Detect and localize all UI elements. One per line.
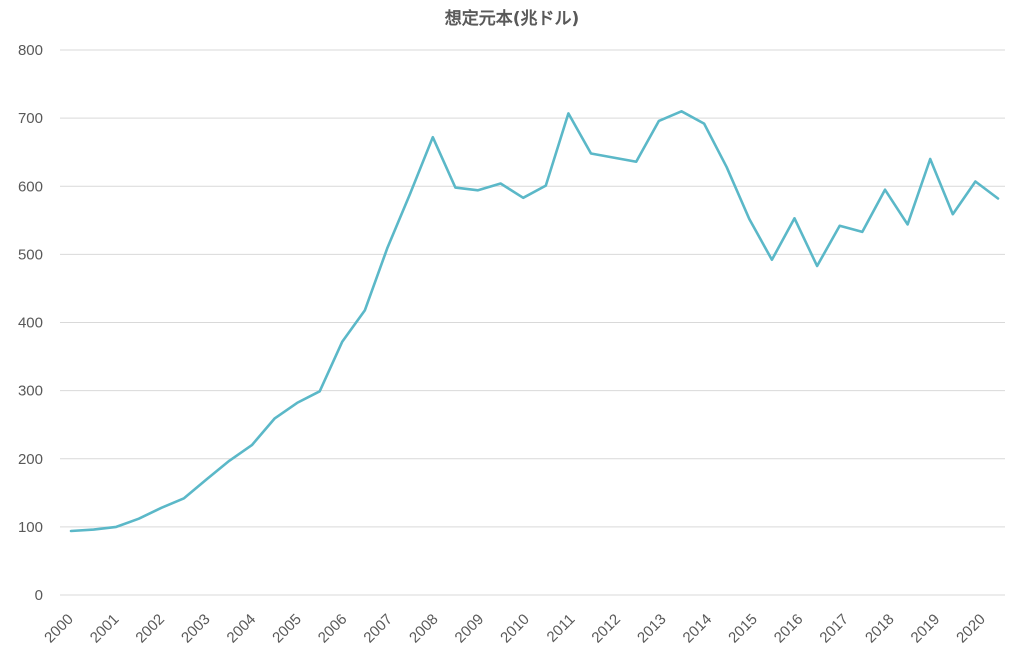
y-tick-label: 600 [18, 178, 43, 195]
x-tick-label: 2013 [634, 611, 670, 647]
x-tick-label: 2000 [41, 611, 77, 647]
x-tick-label: 2005 [269, 611, 305, 647]
x-tick-label: 2015 [725, 611, 761, 647]
series-line [69, 110, 1000, 533]
y-tick-label: 300 [18, 383, 43, 400]
gridlines [60, 49, 1005, 596]
x-tick-label: 2017 [816, 611, 852, 647]
x-tick-label: 2019 [908, 611, 944, 647]
x-tick-label: 2002 [132, 611, 168, 647]
x-tick-label: 2014 [680, 611, 716, 647]
x-tick-label: 2020 [953, 611, 989, 647]
x-tick-label: 2008 [406, 611, 442, 647]
y-tick-label: 800 [18, 42, 43, 59]
x-tick-label: 2016 [771, 611, 807, 647]
x-tick-label: 2010 [497, 611, 533, 647]
x-tick-label: 2001 [87, 611, 123, 647]
y-tick-label: 0 [35, 587, 43, 604]
x-axis-ticks: 2000 2001 2002 2003 2004 2005 2006 2007 2008 2009… [41, 611, 989, 647]
x-tick-label: 2009 [452, 611, 488, 647]
y-tick-label: 500 [18, 246, 43, 263]
x-tick-label: 2003 [178, 611, 214, 647]
x-tick-label: 2006 [315, 611, 351, 647]
chart-title: 想定元本(兆ドル) [444, 9, 580, 29]
x-tick-label: 2004 [224, 611, 260, 647]
y-tick-label: 200 [18, 451, 43, 468]
y-axis-ticks: 0 100 200 300 400 500 600 700 800 [18, 42, 43, 604]
x-tick-label: 2007 [360, 611, 396, 647]
y-tick-label: 400 [18, 315, 43, 332]
x-tick-label: 2011 [544, 611, 579, 646]
x-tick-label: 2018 [862, 611, 898, 647]
x-tick-label: 2012 [588, 611, 624, 647]
y-tick-label: 100 [18, 519, 43, 536]
series-layer [69, 110, 1000, 533]
y-tick-label: 700 [18, 110, 43, 127]
